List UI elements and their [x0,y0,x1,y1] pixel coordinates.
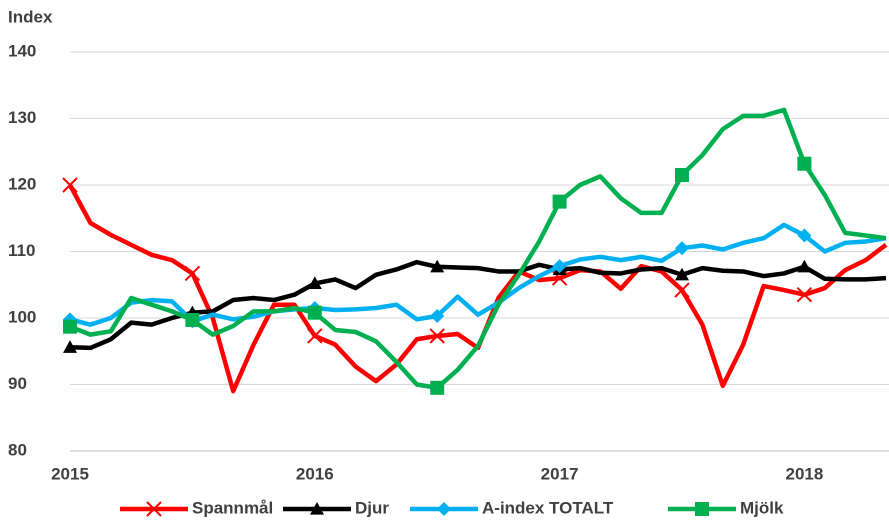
marker [674,282,690,298]
marker [695,502,709,516]
marker [675,267,689,281]
y-axis-label: Index [8,7,53,26]
series-line [69,222,887,327]
marker [437,502,451,516]
series-line [68,183,888,394]
marker [552,194,567,209]
marker [185,312,200,327]
y-tick-label: 120 [8,174,36,193]
marker [62,177,78,193]
marker [796,287,813,303]
x-tick-label: 2017 [541,464,579,483]
legend-label: A-index TOTALT [482,498,614,517]
y-tick-label: 90 [8,374,27,393]
marker [146,501,162,517]
x-tick-label: 2015 [51,464,89,483]
marker [310,502,324,515]
y-tick-label: 100 [8,307,36,326]
y-tick-label: 130 [8,108,36,127]
marker [552,259,567,274]
marker [675,168,689,183]
marker [675,241,689,256]
legend-label: Mjölk [740,498,784,517]
x-tick-label: 2018 [785,464,823,483]
x-tick-label: 2016 [296,464,334,483]
marker [429,328,445,344]
marker [797,156,812,171]
series-line [69,259,887,351]
legend-label: Spannmål [192,498,273,517]
marker [797,228,812,243]
series-line [69,107,887,391]
legend-label: Djur [355,498,389,517]
marker [307,305,322,320]
marker [63,319,77,334]
y-tick-label: 110 [8,241,35,260]
marker [797,259,812,273]
y-tick-label: 140 [8,41,36,60]
marker [307,276,322,290]
marker [430,259,445,273]
y-tick-label: 80 [8,440,27,459]
marker [307,328,323,344]
marker [430,380,445,395]
marker [430,309,445,324]
marker [184,265,201,282]
marker [63,340,77,353]
